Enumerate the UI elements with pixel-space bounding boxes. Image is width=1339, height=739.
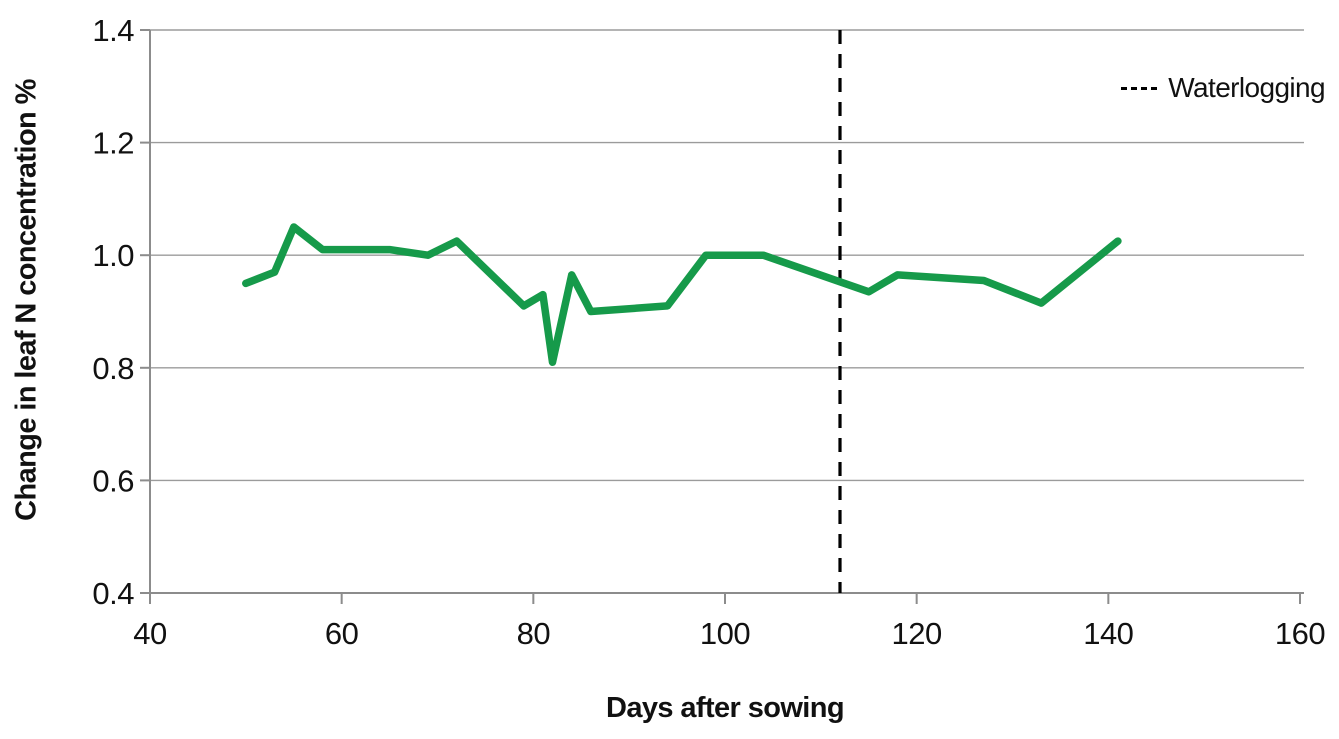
- x-tick-label: 140: [1083, 616, 1133, 651]
- x-axis-title: Days after sowing: [606, 692, 845, 724]
- legend-label: Waterlogging: [1168, 72, 1325, 103]
- leaf-n-line: [242, 223, 1122, 366]
- y-axis-title: Change in leaf N concentration %: [10, 79, 43, 521]
- y-tick-label: 1.4: [92, 13, 134, 48]
- y-tick-label: 1.2: [92, 126, 134, 161]
- y-tick-label: 0.6: [92, 463, 134, 498]
- y-tick-label: 1.0: [92, 238, 134, 273]
- dashed-line-icon: [1121, 86, 1158, 90]
- x-tick-label: 80: [517, 616, 551, 651]
- x-tick-label: 120: [892, 616, 942, 651]
- x-tick-label: 160: [1275, 616, 1325, 651]
- y-tick-label: 0.4: [92, 576, 134, 611]
- x-tick-label: 40: [133, 616, 167, 651]
- y-tick-label: 0.8: [92, 351, 134, 386]
- x-tick-label: 100: [700, 616, 750, 651]
- x-tick-label: 60: [325, 616, 359, 651]
- legend: Waterlogging: [1121, 72, 1326, 104]
